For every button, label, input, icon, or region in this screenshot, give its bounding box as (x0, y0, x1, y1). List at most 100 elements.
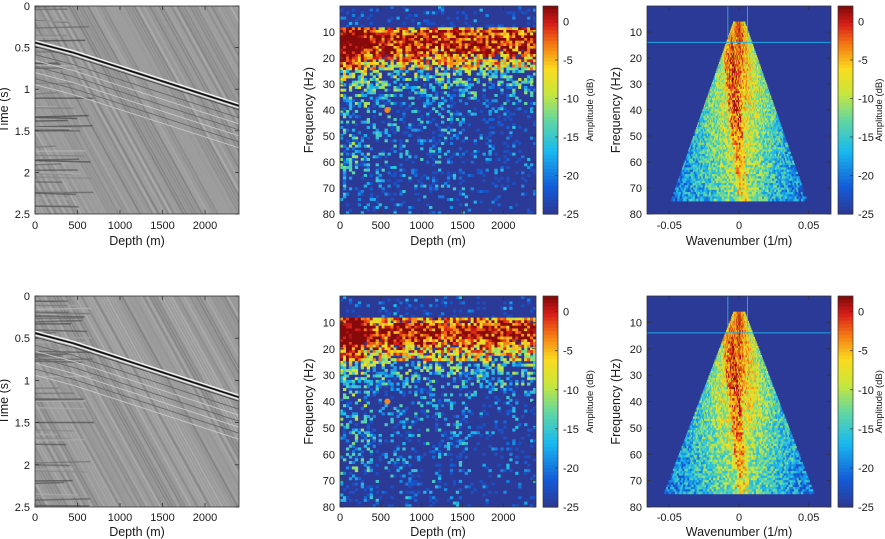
colorbar-swatch (543, 127, 558, 132)
colorbar-swatch (543, 148, 558, 153)
colorbar-swatch (543, 141, 558, 146)
colorbar-swatch (838, 123, 853, 128)
colorbar-swatch (543, 200, 558, 205)
colorbar-swatch (838, 89, 853, 94)
colorbar-swatch (543, 207, 558, 212)
colorbar-swatch (543, 468, 558, 473)
colorbar-swatch (543, 182, 558, 187)
colorbar-swatch (838, 106, 853, 111)
colorbar-tick-label: -25 (858, 502, 874, 514)
y-tick-label: 30 (323, 370, 335, 382)
colorbar-swatch (543, 499, 558, 505)
colorbar-swatch (838, 461, 853, 466)
arrival-shallow-onset (35, 356, 74, 368)
x-axis-label: Depth (m) (109, 525, 165, 539)
colorbar-swatch (838, 137, 853, 142)
colorbar-tick-label: 0 (858, 307, 864, 319)
colorbar-swatch (543, 489, 558, 494)
arrival-downgoing-arrival (73, 366, 239, 422)
colorbar-swatch (543, 373, 558, 378)
top-time-depth-frame (34, 5, 240, 215)
colorbar-swatch (543, 338, 558, 343)
y-tick-label: 0.5 (15, 43, 30, 55)
colorbar-swatch (543, 496, 558, 501)
colorbar-swatch (838, 433, 853, 438)
x-tick-label: 500 (68, 220, 86, 232)
y-axis-label: Frequency (Hz) (302, 358, 316, 444)
colorbar-tick-label: -15 (858, 424, 874, 436)
arrival-shallow-onset (35, 332, 74, 345)
colorbar-swatch (543, 165, 558, 170)
y-tick-label: 80 (630, 209, 642, 221)
colorbar-swatch (838, 422, 853, 427)
colorbar-swatch (838, 352, 853, 357)
colorbar-swatch (543, 37, 558, 42)
colorbar-swatch (838, 47, 853, 52)
arrival-downgoing-arrival (73, 70, 239, 125)
x-tick-label: 0 (736, 512, 742, 524)
colorbar-swatch (543, 443, 558, 448)
colorbar-swatch (543, 210, 558, 215)
colorbar-swatch (543, 23, 558, 28)
colorbar-swatch (838, 186, 853, 191)
colorbar-swatch (838, 151, 853, 156)
colorbar-swatch (838, 127, 853, 132)
x-tick-label: 0.05 (798, 512, 819, 524)
colorbar-swatch (838, 68, 853, 73)
colorbar-swatch (838, 23, 853, 28)
y-tick-label: 60 (630, 449, 642, 461)
colorbar-tick-label: -20 (563, 463, 579, 475)
spectral-spot (384, 398, 391, 405)
y-tick-label: 0 (24, 291, 30, 303)
colorbar-swatch (543, 426, 558, 431)
colorbar-tick-label: -20 (563, 170, 579, 182)
colorbar-swatch (838, 30, 853, 35)
panel-bottom-fk: 10 20 30 40 50 60 70 80 -0.05 0 0.05 Wavenumber (1/… (609, 295, 885, 539)
y-axis-label: Frequency (Hz) (609, 358, 623, 444)
arrival-downgoing-arrival (73, 49, 239, 105)
colorbar-swatch (543, 47, 558, 52)
colorbar-swatch (543, 433, 558, 438)
colorbar-swatch (838, 320, 853, 325)
colorbar-swatch (838, 457, 853, 462)
colorbar-swatch (838, 12, 853, 17)
y-tick-label: 10 (323, 27, 335, 39)
x-axis-label: Depth (m) (410, 525, 466, 539)
colorbar-swatch (838, 419, 853, 424)
colorbar-swatch (838, 450, 853, 455)
colorbar-swatch (543, 168, 558, 173)
x-tick-label: 0 (337, 512, 343, 524)
arrival-downgoing-arrival (73, 372, 239, 428)
x-tick-label: 500 (372, 512, 390, 524)
colorbar-swatch (838, 120, 853, 125)
x-tick-label: -0.05 (657, 220, 682, 232)
arrival-shallow-onset (35, 46, 74, 58)
colorbar-swatch (838, 75, 853, 80)
colorbar-swatch (543, 348, 558, 353)
colorbar-swatch (543, 303, 558, 308)
arrival-shallow-onset (35, 44, 74, 56)
y-tick-label: 70 (323, 476, 335, 488)
colorbar-tick-label: -20 (858, 170, 874, 182)
colorbar-swatch (838, 334, 853, 339)
colorbar-swatch (543, 457, 558, 462)
colorbar-swatch (543, 362, 558, 367)
colorbar-swatch (543, 92, 558, 97)
colorbar-swatch (543, 19, 558, 24)
colorbar-swatch (838, 362, 853, 367)
arrival-downgoing-arrival (73, 82, 239, 137)
x-tick-label: 1000 (409, 512, 433, 524)
colorbar-swatch (838, 116, 853, 121)
arrival-downgoing-arrival (73, 51, 239, 107)
colorbar-swatch (838, 489, 853, 494)
colorbar-swatch (838, 468, 853, 473)
y-axis-label: Frequency (Hz) (302, 67, 316, 153)
colorbar-swatch (838, 499, 853, 505)
colorbar-swatch (543, 158, 558, 163)
y-tick-label: 1 (24, 84, 30, 96)
colorbar-swatch (543, 179, 558, 184)
y-tick-label: 20 (630, 344, 642, 356)
arrival-shallow-onset (35, 362, 74, 374)
colorbar-tick-label: -5 (563, 346, 573, 358)
